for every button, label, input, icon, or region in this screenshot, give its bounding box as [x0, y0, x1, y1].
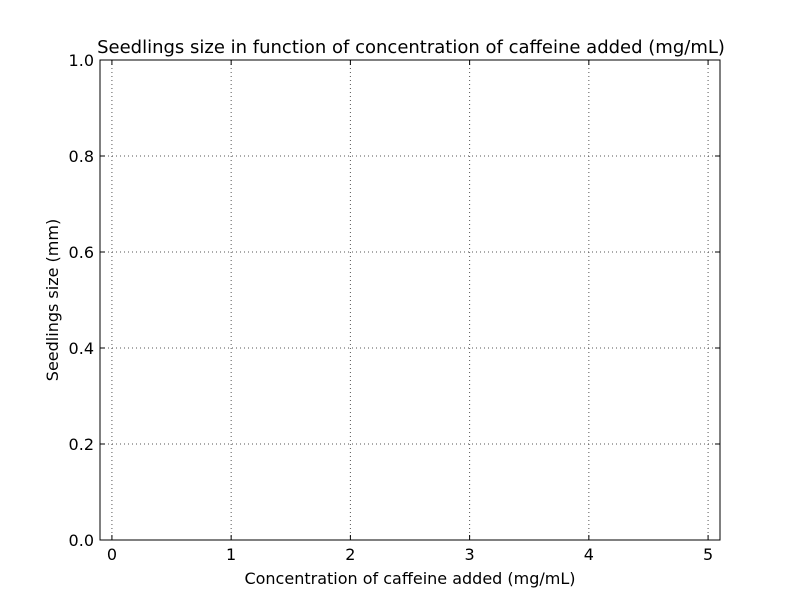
plot-frame: [99, 59, 721, 541]
x-tick-label: 5: [703, 545, 713, 564]
y-tick-label: 0.0: [69, 531, 94, 550]
x-axis-label: Concentration of caffeine added (mg/mL): [244, 569, 575, 588]
x-tick-label: 2: [345, 545, 355, 564]
x-tick-label: 3: [465, 545, 475, 564]
chart-title: Seedlings size in function of concentrat…: [97, 37, 725, 58]
tick-layer: 0 1 2 3 4 5 0.0 0.2 0.4 0.6 0.8 1.0: [69, 51, 720, 564]
y-tick-label: 1.0: [69, 51, 94, 70]
y-tick-label: 0.8: [69, 147, 94, 166]
grid-layer: [100, 59, 720, 541]
y-tick-label: 0.4: [69, 339, 94, 358]
y-axis-label: Seedlings size (mm): [43, 219, 62, 381]
y-tick-label: 0.2: [69, 435, 94, 454]
x-tick-label: 0: [107, 545, 117, 564]
x-tick-label: 4: [584, 545, 594, 564]
y-tick-label: 0.6: [69, 243, 94, 262]
x-tick-label: 1: [226, 545, 236, 564]
